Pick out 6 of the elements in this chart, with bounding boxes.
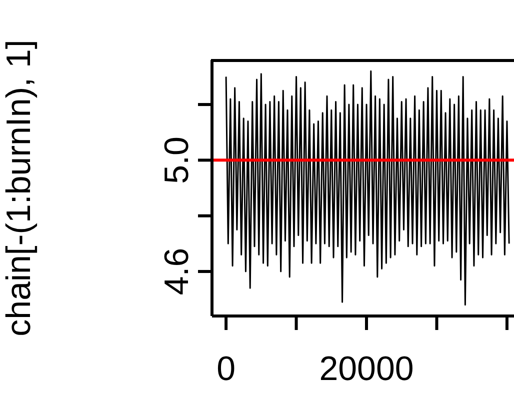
y-axis-title: chain[-(1:burnIn), 1] [0, 40, 38, 336]
y-tick-label: 5.0 [158, 136, 196, 184]
y-tick-label: 4.6 [158, 248, 196, 296]
x-tick-label: 0 [216, 350, 236, 388]
x-tick-label: 20000 [319, 350, 414, 388]
line-series [225, 70, 510, 306]
